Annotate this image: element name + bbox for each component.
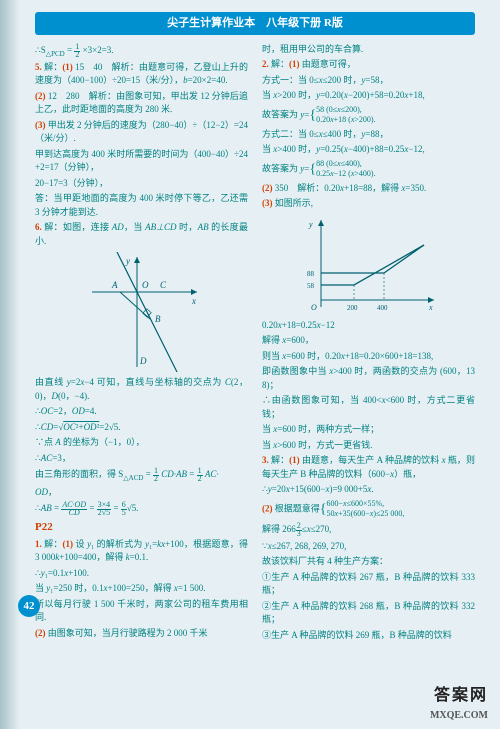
para: ∴OC=2，OD=4. xyxy=(35,405,248,419)
para: 当 x>600 时，方式一更省钱. xyxy=(262,439,475,453)
svg-text:y: y xyxy=(125,256,130,266)
svg-text:D: D xyxy=(139,356,147,366)
content-columns: ∴S△PCD = 12 ×3×2=3. 5. 解：(1) 15 40 解析：由题… xyxy=(35,43,475,645)
para: 1. 解：(1) 设 y₁ 的解析式为 y₁=kx+100，根据题意，得 3 0… xyxy=(35,538,248,565)
para: 方式一：当 0≤x≤200 时，y=58， xyxy=(262,74,475,88)
svg-text:400: 400 xyxy=(377,304,388,312)
para: 当 x>400 时，y=0.25(x−400)+88=0.25x−12, xyxy=(262,143,475,157)
para: 3. 解：(1) 由题意，每天生产 A 种品牌的饮料 x 瓶，则每天生产 B 种… xyxy=(262,454,475,481)
para: 故答案为 y={88 (0≤x≤400),0.25x−12 (x>400). xyxy=(262,159,475,180)
para: ∵x≤267, 268, 269, 270, xyxy=(262,540,475,554)
svg-text:58: 58 xyxy=(307,282,315,290)
para: 6. 解：如图，连接 AD，当 AB⊥CD 时，AB 的长度最小. xyxy=(35,221,248,248)
para: 5. 解：(1) 15 40 解析：由题意可得，乙登山上升的速度为（400−10… xyxy=(35,61,248,88)
para: ∴CD=√OC²+OD²=2√5. xyxy=(35,421,248,435)
para: 故答案为 y={58 (0≤x≤200),0.20x+18 (x>200). xyxy=(262,105,475,126)
para: OD， xyxy=(35,486,248,500)
para: 方式二：当 0≤x≤400 时，y=88， xyxy=(262,128,475,142)
para: 解得 26623≤x≤270, xyxy=(262,522,475,538)
para: ∵点 A 的坐标为（−1，0）， xyxy=(35,436,248,450)
svg-text:y: y xyxy=(308,220,313,229)
svg-text:A: A xyxy=(111,280,118,290)
right-column: 时，租用甲公司的车合算. 2. 解：(1) 由题意可得， 方式一：当 0≤x≤2… xyxy=(262,43,475,645)
svg-text:C: C xyxy=(160,280,167,290)
para: ∴S△PCD = 12 ×3×2=3. xyxy=(35,43,248,59)
para: 由三角形的面积，得 S△ACD = 12 CD·AB = 12 AC· xyxy=(35,467,248,483)
para: 0.20x+18=0.25x−12 xyxy=(262,319,475,333)
para: ①生产 A 种品牌的饮料 267 瓶，B 种品牌的饮料 333 瓶； xyxy=(262,571,475,598)
page-header: 尖子生计算作业本 八年级下册 R版 xyxy=(35,12,475,35)
para: 20−17=3（分钟）， xyxy=(35,177,248,191)
para: 甲到达高度为 400 米时所需要的时间为（400−40）÷24+2=17（分钟）… xyxy=(35,148,248,175)
page-number-badge: 42 xyxy=(18,595,40,617)
para: (3) 如图所示, xyxy=(262,197,475,211)
watermark: 答案网 MXQE.COM xyxy=(430,684,488,723)
para: ∴AC=3， xyxy=(35,452,248,466)
para: 2. 解：(1) 由题意可得， xyxy=(262,58,475,72)
svg-text:200: 200 xyxy=(347,304,358,312)
para: 故该饮料厂共有 4 种生产方案： xyxy=(262,555,475,569)
para: (2) 12 280 解析：由图象可知，甲出发 12 分钟后追上乙，此时距地面的… xyxy=(35,90,248,117)
para: 答：当甲距地面的高度为 400 米时停下等乙，乙还需 3 分钟才能到达. xyxy=(35,192,248,219)
section-label: P22 xyxy=(35,519,248,536)
svg-text:O: O xyxy=(142,280,149,290)
watermark-line2: MXQE.COM xyxy=(430,708,488,723)
figure-coordinate-graph: O x y A B C D xyxy=(82,252,202,372)
para: ∴由函数图象可知，当 400<x<600 时，方式二更省钱； xyxy=(262,394,475,421)
svg-text:x: x xyxy=(191,296,196,306)
para: (2) 根据题意得{600−x≤600×55%,50x+35(600−x)≤25… xyxy=(262,499,475,520)
para: ∴y=20x+15(600−x)=9 000+5x. xyxy=(262,483,475,497)
para: 当 y₁=250 时，0.1x+100=250，解得 x=1 500. xyxy=(35,582,248,596)
para: ②生产 A 种品牌的饮料 268 瓶，B 种品牌的饮料 332 瓶； xyxy=(262,600,475,627)
left-column: ∴S△PCD = 12 ×3×2=3. 5. 解：(1) 15 40 解析：由题… xyxy=(35,43,248,645)
para: ③生产 A 种品牌的饮料 269 瓶，B 种品牌的饮料 xyxy=(262,629,475,643)
figure-piecewise-chart: O x y 200 400 58 88 xyxy=(299,215,439,315)
para: 即函数图象中当 x>400 时，两函数的交点为 (600，138)； xyxy=(262,365,475,392)
para: ∴AB = AC·ODCD = 3×42√5 = 65√5. xyxy=(35,501,248,517)
para: 当 x=600 时，两种方式一样； xyxy=(262,423,475,437)
svg-text:O: O xyxy=(311,303,317,312)
watermark-line1: 答案网 xyxy=(430,684,488,708)
para: 所以每月行驶 1 500 千米时，两家公司的租车费用相同. xyxy=(35,598,248,625)
para: 当 x>200 时，y=0.20(x−200)+58=0.20x+18, xyxy=(262,89,475,103)
para: (2) 由图象可知，当月行驶路程为 2 000 千米 xyxy=(35,627,248,641)
para: 解得 x=600， xyxy=(262,334,475,348)
para: 时，租用甲公司的车合算. xyxy=(262,43,475,57)
para: 由直线 y=2x−4 可知，直线与坐标轴的交点为 C(2，0)，D(0，−4). xyxy=(35,376,248,403)
svg-text:x: x xyxy=(428,303,433,312)
para: 则当 x=600 时，0.20x+18=0.20×600+18=138, xyxy=(262,350,475,364)
svg-text:B: B xyxy=(155,314,161,324)
svg-text:88: 88 xyxy=(307,270,315,278)
para: ∴y₁=0.1x+100. xyxy=(35,567,248,581)
para: (2) 350 解析：0.20x+18=88，解得 x=350. xyxy=(262,182,475,196)
para: (3) 甲出发 2 分钟后的速度为（280−40）÷（12−2）=24（米/分）… xyxy=(35,119,248,146)
